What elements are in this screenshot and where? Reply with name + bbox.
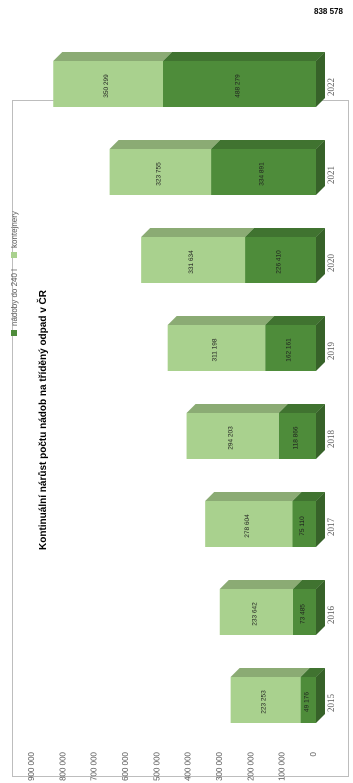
segment-side [316,668,325,723]
value-tick-label: 400 000 [184,751,193,780]
data-label-kontejnery: 311 198 [211,338,218,361]
category-label-2016: 2016 [326,606,336,625]
value-tick-label: 200 000 [246,751,255,780]
segment-side [316,228,325,283]
legend-swatch-kontejnery [11,252,17,258]
segment-kontejnery-top [141,228,255,237]
value-axis: 0 100 000 200 000 300 000 400 000 500 000 600 … [27,751,318,780]
segment-nadoby-top [265,316,325,325]
bar-2022: 488 279 350 299 [53,52,325,107]
data-label-kontejnery: 294 203 [228,426,235,450]
segment-kontejnery-top [186,404,288,413]
data-label-kontejnery: 223 253 [261,690,268,714]
value-tick-label: 800 000 [58,751,67,780]
segment-side [316,52,325,107]
data-label-nadoby: 488 279 [235,74,242,98]
segment-kontejnery-top [219,580,302,589]
category-label-2018: 2018 [326,430,336,449]
chart-title-group: Kontinuální nárůst počtu nádob na tříděn… [36,289,49,550]
category-label-2019: 2019 [326,342,336,361]
segment-nadoby-front [245,237,316,283]
bar-2020: 226 410 331 634 [141,228,325,283]
category-label-2017: 2017 [326,518,336,537]
value-tick-label: 0 [309,751,318,756]
bar-2016: 73 485 233 642 [219,580,325,635]
chart-title: Kontinuální nárůst počtu nádob na tříděn… [36,289,49,550]
value-tick-label: 500 000 [152,751,161,780]
data-label-nadoby: 334 891 [259,162,266,186]
value-tick-label: 100 000 [278,751,287,780]
data-label-kontejnery: 323 755 [155,162,162,186]
segment-kontejnery-front [167,325,266,371]
bar-2018: 118 866 294 203 [186,404,325,459]
segment-kontejnery-front [186,413,279,459]
value-tick-label: 900 000 [27,751,36,780]
data-label-nadoby: 73 485 [299,604,306,624]
category-label-2021: 2021 [326,166,336,184]
category-axis: 2015 2016 2017 2018 2019 2020 2021 2022 [326,78,336,712]
data-label-kontejnery: 278 604 [244,514,251,538]
data-label-nadoby: 118 866 [292,426,299,449]
segment-kontejnery-front [53,61,164,107]
segment-kontejnery-top [53,52,173,61]
segment-kontejnery-front [219,589,293,635]
segment-side [316,580,325,635]
segment-kontejnery-top [167,316,275,325]
legend-label-kontejnery: kontejnery [10,211,19,248]
segment-nadoby-top [211,140,325,149]
segment-nadoby-top [245,228,325,237]
segment-kontejnery-top [109,140,221,149]
category-label-2015: 2015 [326,694,336,713]
segment-nadoby-top [163,52,325,61]
segment-nadoby-front [163,61,316,107]
segment-nadoby-front [300,677,316,723]
data-label-nadoby: 75 110 [299,516,306,536]
legend: nádoby do 240 l kontejnery [10,211,19,336]
segment-nadoby-front [278,413,316,459]
data-label-kontejnery: 350 299 [103,74,110,98]
segment-kontejnery-front [109,149,212,195]
segment-side [316,492,325,547]
segment-kontejnery-front [230,677,301,723]
segment-nadoby-top [292,580,325,589]
segment-kontejnery-top [205,492,302,501]
data-label-kontejnery: 331 634 [188,250,195,274]
total-label: 838 578 [314,7,343,16]
legend-swatch-nadoby [11,330,17,336]
value-tick-label: 300 000 [215,751,224,780]
bar-2021: 334 891 323 755 [109,140,325,195]
segment-nadoby-front [211,149,316,195]
segment-kontejnery-top [230,668,310,677]
data-label-nadoby: 49 176 [303,692,310,712]
plot-area: 49 176 223 253 73 485 233 642 75 110 278 604 1… [53,7,343,723]
segment-nadoby-front [265,325,316,371]
segment-side [316,140,325,195]
segment-nadoby-top [300,668,325,677]
value-tick-label: 700 000 [90,751,99,780]
bar-2019: 162 161 311 198 [167,316,325,371]
segment-kontejnery-front [141,237,246,283]
data-label-nadoby: 162 161 [286,338,293,362]
segment-nadoby-front [292,589,316,635]
segment-side [316,404,325,459]
data-label-nadoby: 226 410 [276,250,283,274]
segment-nadoby-front [292,501,316,547]
category-label-2022: 2022 [326,78,336,96]
bar-2015: 49 176 223 253 [230,668,325,723]
category-label-2020: 2020 [326,254,336,273]
segment-kontejnery-front [205,501,293,547]
segment-nadoby-top [278,404,325,413]
bar-2017: 75 110 278 604 [205,492,325,547]
segment-nadoby-top [292,492,325,501]
segment-side [316,316,325,371]
value-tick-label: 600 000 [121,751,130,780]
data-label-kontejnery: 233 642 [251,602,258,626]
legend-label-nadoby: nádoby do 240 l [10,269,19,326]
